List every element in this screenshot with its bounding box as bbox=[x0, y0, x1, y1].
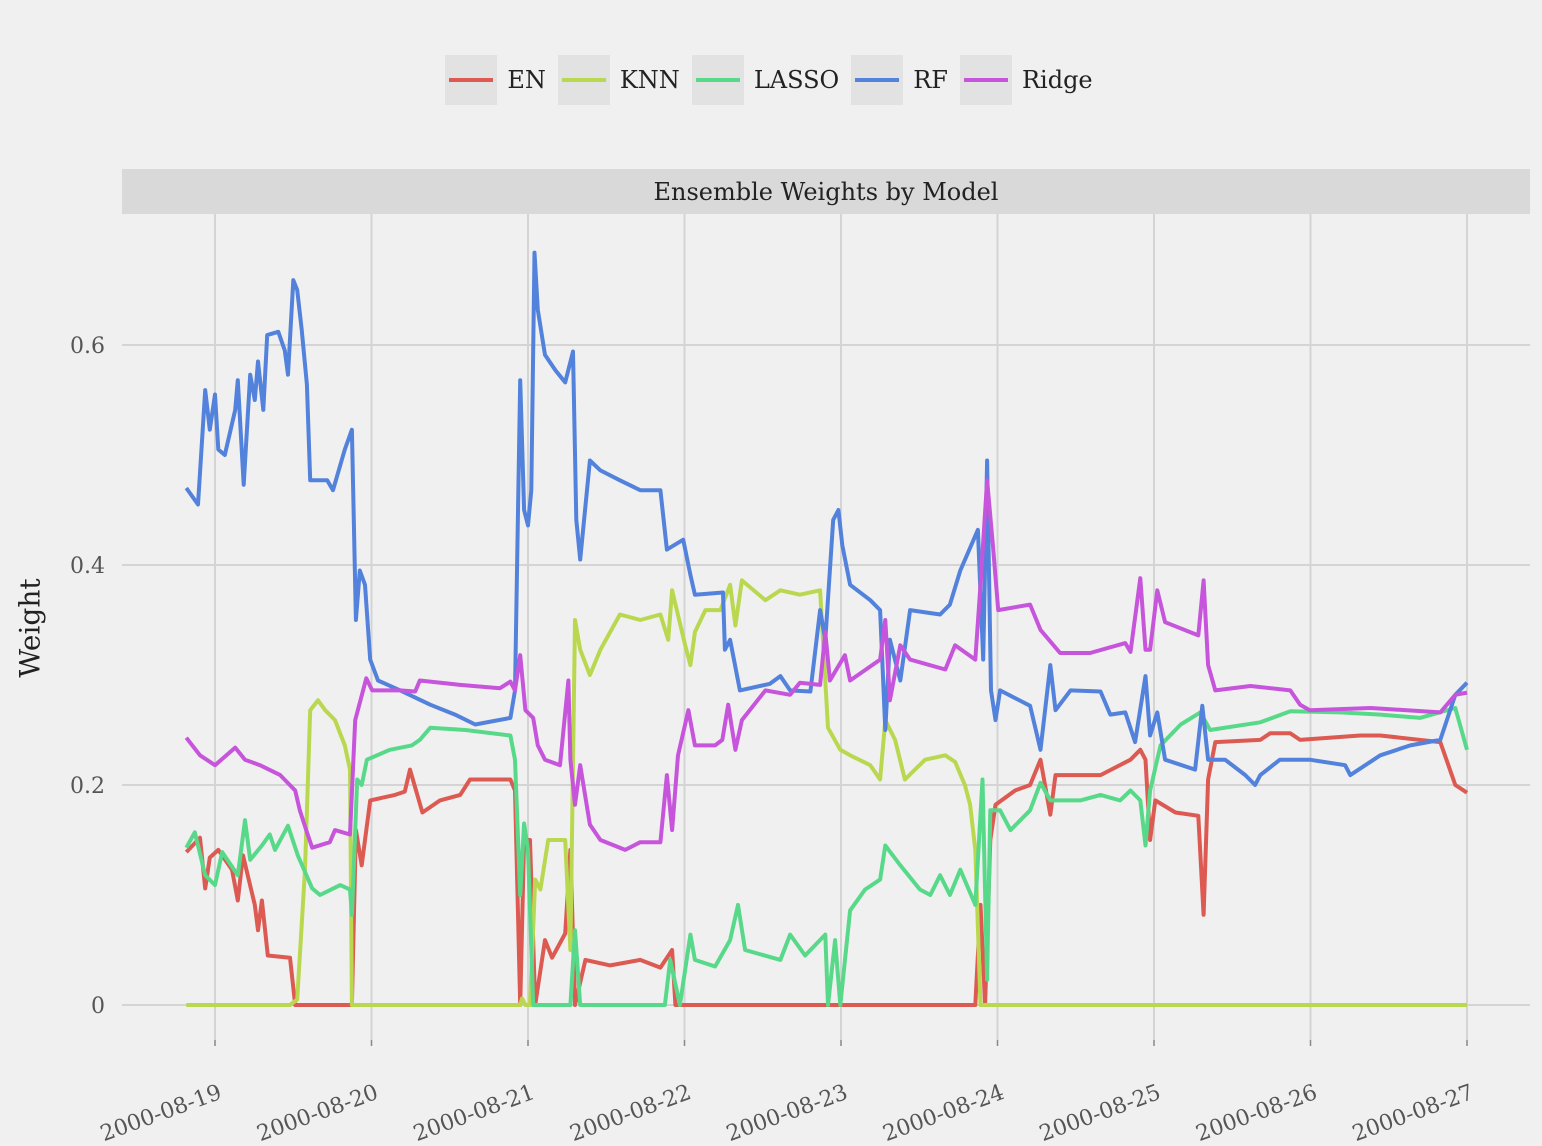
legend-label: Ridge bbox=[1021, 66, 1093, 94]
x-tick-label: 2000-08-23 bbox=[723, 1080, 851, 1146]
legend-label: EN bbox=[507, 66, 546, 94]
x-tick-label: 2000-08-19 bbox=[97, 1080, 225, 1146]
legend-item-lasso: LASSO bbox=[691, 55, 843, 105]
legend-item-en: EN bbox=[445, 55, 550, 105]
y-tick-label: 0.4 bbox=[70, 554, 105, 579]
legend-key bbox=[445, 55, 498, 105]
x-tick-label: 2000-08-27 bbox=[1349, 1080, 1477, 1146]
y-tick-label: 0 bbox=[91, 994, 105, 1019]
x-tick-label: 2000-08-20 bbox=[254, 1080, 382, 1146]
legend-item-rf: RF bbox=[851, 55, 952, 105]
series-line-knn bbox=[186, 578, 1467, 1007]
legend-item-ridge: Ridge bbox=[959, 55, 1097, 105]
y-tick-label: 0.2 bbox=[70, 774, 105, 799]
x-tick-label: 2000-08-24 bbox=[880, 1080, 1008, 1146]
legend: EN KNN LASSO RF Ridge bbox=[0, 55, 1542, 105]
series-line-rf bbox=[184, 250, 1469, 787]
legend-key bbox=[557, 55, 610, 105]
series-line-ridge bbox=[184, 478, 1468, 852]
x-tick-label: 2000-08-26 bbox=[1193, 1080, 1321, 1146]
legend-key bbox=[691, 55, 744, 105]
x-tick-label: 2000-08-21 bbox=[410, 1080, 538, 1146]
facet-strip: Ensemble Weights by Model bbox=[122, 169, 1530, 214]
legend-label: LASSO bbox=[753, 66, 840, 94]
series-line-lasso bbox=[184, 706, 1469, 1007]
x-tick-label: 2000-08-25 bbox=[1036, 1080, 1164, 1146]
legend-label: KNN bbox=[619, 66, 680, 94]
legend-item-knn: KNN bbox=[557, 55, 684, 105]
legend-key bbox=[851, 55, 904, 105]
x-tick-label: 2000-08-22 bbox=[567, 1080, 695, 1146]
legend-label: RF bbox=[913, 66, 948, 94]
y-tick-label: 0.6 bbox=[70, 334, 105, 359]
chart-title: Ensemble Weights by Model bbox=[653, 177, 999, 206]
legend-key bbox=[959, 55, 1012, 105]
